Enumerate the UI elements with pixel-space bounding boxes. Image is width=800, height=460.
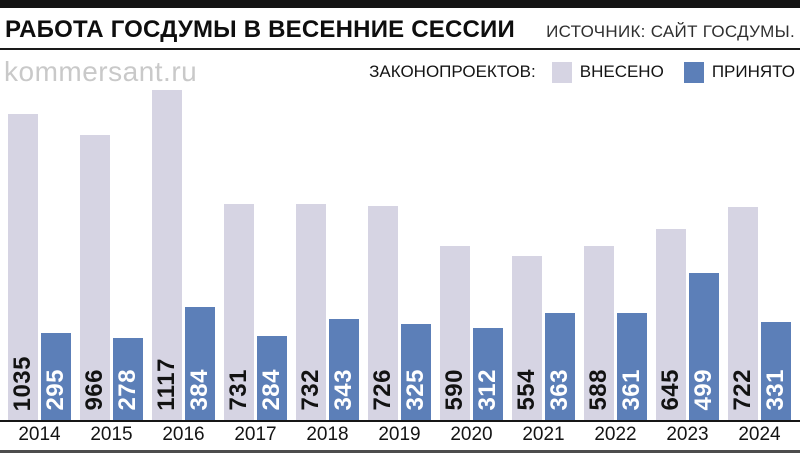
bar-value-prinyato-2014: 295: [42, 369, 69, 411]
bar-vneseno-2021: 554: [512, 256, 542, 420]
bar-chart: 1035 295 966 278 1117 384 731 284 732 343 726 325 59…: [0, 88, 800, 422]
subheader: kommersant.ru ЗАКОНОПРОЕКТОВ: ВНЕСЕНО ПР…: [0, 50, 800, 88]
bar-group-2019: 726 325: [368, 206, 431, 420]
legend-item-prinyato: ПРИНЯТО: [683, 61, 795, 83]
x-axis-label-2024: 2024: [738, 424, 781, 445]
x-axis-label-2023: 2023: [666, 424, 709, 445]
bar-value-vneseno-2018: 732: [297, 369, 324, 411]
bar-vneseno-2024: 722: [728, 207, 758, 420]
bar-vneseno-2018: 732: [296, 204, 326, 420]
bar-group-2023: 645 499: [656, 229, 719, 420]
bar-group-2016: 1117 384: [152, 90, 215, 420]
bar-value-prinyato-2023: 499: [690, 369, 717, 411]
legend-label-vneseno: ВНЕСЕНО: [579, 62, 664, 81]
bar-prinyato-2017: 284: [257, 336, 287, 420]
bar-prinyato-2015: 278: [113, 338, 143, 420]
bar-value-vneseno-2017: 731: [225, 369, 252, 411]
x-axis-label-2018: 2018: [306, 424, 349, 445]
bar-value-prinyato-2017: 284: [258, 369, 285, 411]
bar-value-vneseno-2020: 590: [441, 369, 468, 411]
bar-value-vneseno-2015: 966: [81, 369, 108, 411]
bar-value-prinyato-2020: 312: [474, 369, 501, 411]
bar-value-prinyato-2018: 343: [330, 369, 357, 411]
bar-group-2020: 590 312: [440, 246, 503, 420]
bar-vneseno-2014: 1035: [8, 114, 38, 420]
x-axis-label-2017: 2017: [234, 424, 277, 445]
bar-vneseno-2016: 1117: [152, 90, 182, 420]
legend-swatch-prinyato: [683, 61, 704, 83]
bar-value-prinyato-2015: 278: [114, 369, 141, 411]
bar-vneseno-2017: 731: [224, 204, 254, 420]
bar-value-prinyato-2022: 361: [618, 369, 645, 411]
bar-prinyato-2016: 384: [185, 307, 215, 420]
x-axis-label-2014: 2014: [18, 424, 61, 445]
bar-value-prinyato-2021: 363: [546, 369, 573, 411]
bar-value-vneseno-2022: 588: [585, 369, 612, 411]
bar-prinyato-2019: 325: [401, 324, 431, 420]
bar-prinyato-2024: 331: [761, 322, 791, 420]
bar-value-vneseno-2024: 722: [729, 369, 756, 411]
x-axis-label-2020: 2020: [450, 424, 493, 445]
bar-value-vneseno-2023: 645: [657, 369, 684, 411]
bar-prinyato-2020: 312: [473, 328, 503, 420]
bar-value-prinyato-2019: 325: [402, 369, 429, 411]
bar-vneseno-2023: 645: [656, 229, 686, 420]
bar-prinyato-2021: 363: [545, 313, 575, 420]
legend: ЗАКОНОПРОЕКТОВ: ВНЕСЕНО ПРИНЯТО: [369, 61, 795, 83]
bar-value-prinyato-2024: 331: [762, 369, 789, 411]
source-label: ИСТОЧНИК: САЙТ ГОСДУМЫ.: [546, 22, 795, 41]
x-axis-label-2021: 2021: [522, 424, 565, 445]
bar-group-2014: 1035 295: [8, 114, 71, 420]
bar-group-2015: 966 278: [80, 135, 143, 420]
bar-vneseno-2020: 590: [440, 246, 470, 420]
brand-watermark: kommersant.ru: [4, 56, 198, 87]
x-axis-label-2019: 2019: [378, 424, 421, 445]
x-axis-labels: 2014 2015 2016 2017 2018 2019 2020 2021 2022 2023…: [0, 422, 800, 448]
bar-group-2018: 732 343: [296, 204, 359, 420]
legend-title: ЗАКОНОПРОЕКТОВ:: [369, 62, 536, 81]
header: РАБОТА ГОСДУМЫ В ВЕСЕННИЕ СЕССИИ ИСТОЧНИ…: [0, 8, 800, 50]
bar-group-2022: 588 361: [584, 246, 647, 420]
bottom-accent-bar: [0, 450, 800, 453]
bar-prinyato-2014: 295: [41, 333, 71, 420]
bar-value-prinyato-2016: 384: [186, 369, 213, 411]
bar-value-vneseno-2019: 726: [369, 369, 396, 411]
bar-prinyato-2018: 343: [329, 319, 359, 420]
top-accent-bar: [0, 0, 800, 8]
bar-prinyato-2022: 361: [617, 313, 647, 420]
bar-value-vneseno-2021: 554: [513, 369, 540, 411]
bar-value-vneseno-2014: 1035: [9, 355, 36, 411]
legend-item-vneseno: ВНЕСЕНО: [551, 61, 664, 83]
bar-vneseno-2019: 726: [368, 206, 398, 420]
legend-swatch-vneseno: [551, 61, 572, 83]
bar-value-vneseno-2016: 1117: [153, 358, 180, 411]
legend-label-prinyato: ПРИНЯТО: [711, 62, 795, 81]
x-axis-label-2022: 2022: [594, 424, 637, 445]
bar-group-2024: 722 331: [728, 207, 791, 420]
bar-vneseno-2022: 588: [584, 246, 614, 420]
bar-group-2021: 554 363: [512, 256, 575, 420]
bar-group-2017: 731 284: [224, 204, 287, 420]
x-axis-label-2015: 2015: [90, 424, 133, 445]
page-title: РАБОТА ГОСДУМЫ В ВЕСЕННИЕ СЕССИИ: [5, 16, 515, 43]
bar-vneseno-2015: 966: [80, 135, 110, 420]
x-axis-label-2016: 2016: [162, 424, 205, 445]
bar-prinyato-2023: 499: [689, 273, 719, 420]
